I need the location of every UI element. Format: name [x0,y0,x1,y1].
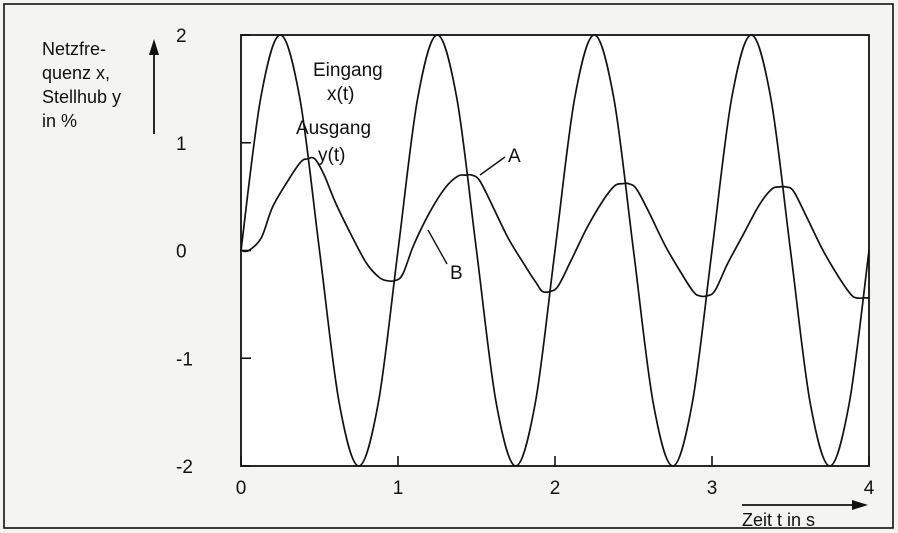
series-labels: Eingang x(t) Ausgang y(t) [296,60,383,166]
x-axis-label-text: Zeit t in s [742,510,815,530]
annotations: A B [427,146,521,284]
annotation-b: B [450,263,463,284]
x-tick-label: 3 [707,478,718,499]
y-axis-label-line-2: quenz x, [42,63,110,83]
y-tick-label: 0 [176,242,187,263]
y-axis-label-line-1: Netzfre- [42,39,106,59]
plot-frame [240,34,870,467]
series-line-eingang [240,34,870,467]
y-axis-label: Netzfre- quenz x, Stellhub y in % [42,39,159,134]
y-tick-label: -2 [176,457,193,478]
x-axis-ticks: 0 1 2 3 4 [236,456,875,499]
x-tick-label: 0 [236,478,247,499]
series-label-eingang-line-1: Eingang [313,60,383,81]
annotation-a-leader [479,156,506,176]
annotation-b-leader [427,229,448,265]
y-tick-label: -1 [176,349,193,370]
y-axis-label-line-3: Stellhub y [42,87,121,107]
series-layer [240,34,870,467]
annotation-a: A [508,146,521,167]
x-tick-label: 1 [393,478,404,499]
x-tick-label: 2 [550,478,561,499]
y-tick-label: 1 [176,134,187,155]
series-label-ausgang-line-2: y(t) [318,145,345,166]
series-label-ausgang-line-1: Ausgang [296,118,371,139]
x-axis-arrow-head [852,500,868,510]
outer-frame [3,3,894,529]
series-label-eingang-line-2: x(t) [327,84,354,105]
x-axis-label: Zeit t in s [742,500,868,530]
y-axis-ticks: 2 1 0 -1 -2 [176,26,251,478]
series-line-ausgang [240,156,870,300]
y-axis-label-line-4: in % [42,111,77,131]
y-tick-label: 2 [176,26,187,47]
x-tick-label: 4 [864,478,875,499]
y-axis-arrow-head [149,39,159,55]
